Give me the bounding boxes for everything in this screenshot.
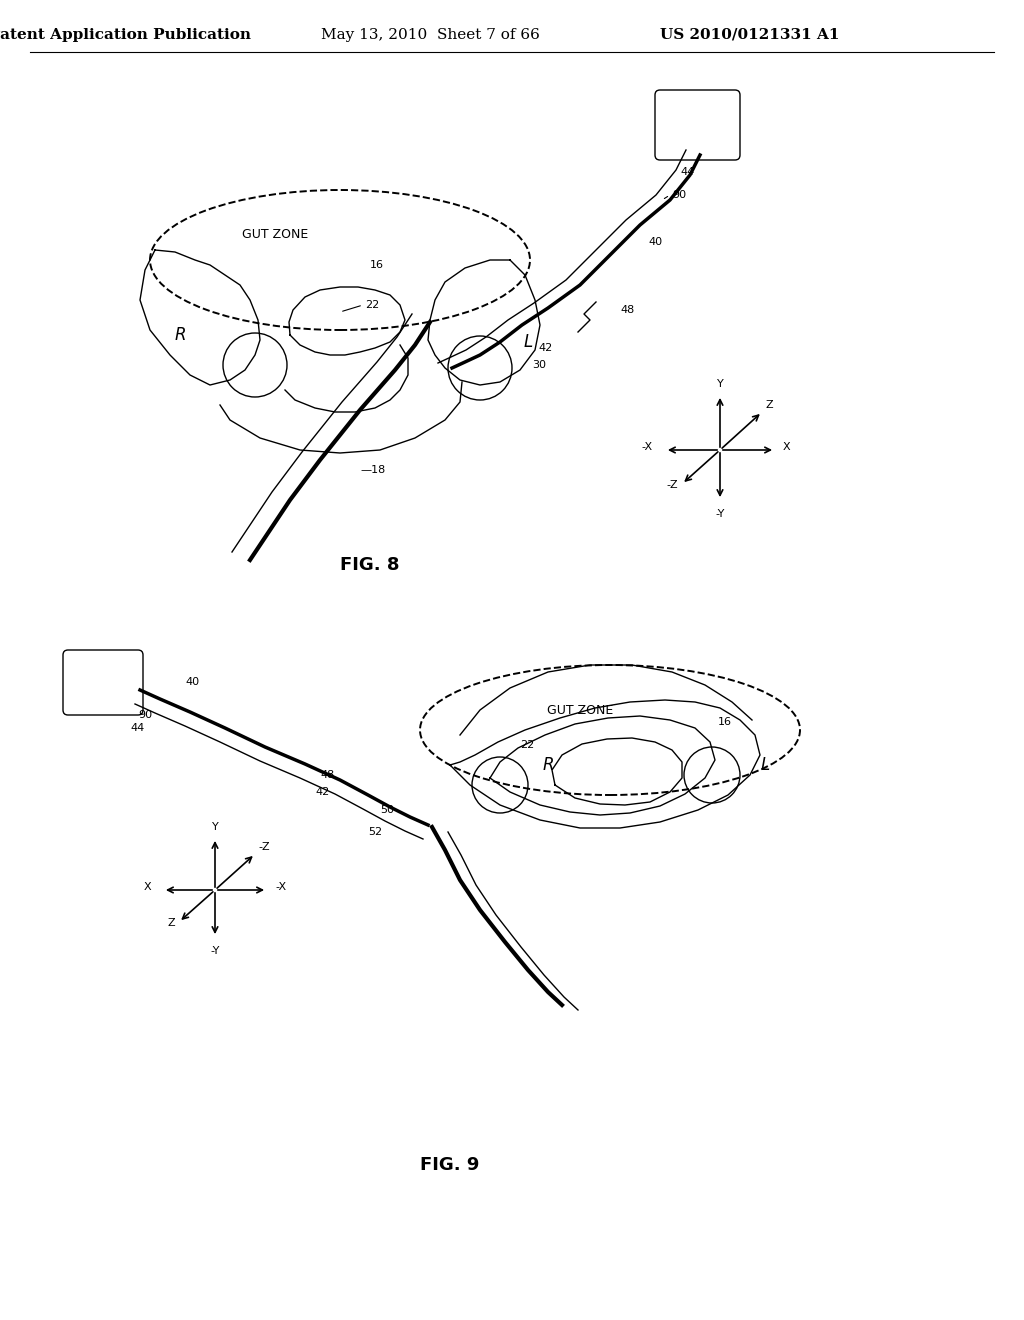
Text: GUT ZONE: GUT ZONE — [547, 704, 613, 717]
Text: 48: 48 — [319, 770, 334, 780]
Text: R: R — [174, 326, 185, 345]
Text: 22: 22 — [365, 300, 379, 310]
Text: 16: 16 — [718, 717, 732, 727]
Text: X: X — [783, 442, 791, 451]
Text: US 2010/0121331 A1: US 2010/0121331 A1 — [660, 28, 840, 42]
Text: 44: 44 — [680, 168, 694, 177]
Text: -X: -X — [642, 442, 653, 451]
Text: 42: 42 — [315, 787, 330, 797]
Text: -Y: -Y — [716, 510, 725, 519]
Text: -Y: -Y — [210, 946, 220, 956]
Text: May 13, 2010  Sheet 7 of 66: May 13, 2010 Sheet 7 of 66 — [321, 28, 540, 42]
Text: Patent Application Publication: Patent Application Publication — [0, 28, 251, 42]
Text: 40: 40 — [185, 677, 199, 686]
Text: 50: 50 — [380, 805, 394, 814]
Text: Z: Z — [167, 917, 175, 928]
Text: 40: 40 — [648, 238, 663, 247]
Text: Y: Y — [717, 379, 723, 389]
Text: Y: Y — [212, 822, 218, 832]
Text: FIG. 9: FIG. 9 — [420, 1156, 479, 1173]
Text: L: L — [523, 333, 532, 351]
Text: R: R — [543, 756, 554, 774]
Text: 30: 30 — [532, 360, 546, 370]
Text: FIG. 8: FIG. 8 — [340, 556, 399, 574]
Text: 42: 42 — [538, 343, 552, 352]
Text: GUT ZONE: GUT ZONE — [242, 228, 308, 242]
Text: 44: 44 — [130, 723, 144, 733]
Text: -Z: -Z — [667, 480, 678, 490]
Text: 90: 90 — [138, 710, 153, 719]
Text: 90: 90 — [672, 190, 686, 201]
Text: 16: 16 — [370, 260, 384, 271]
Text: 52: 52 — [368, 828, 382, 837]
Text: 48: 48 — [620, 305, 634, 315]
Text: 22: 22 — [520, 741, 535, 750]
Text: Z: Z — [765, 400, 773, 411]
Text: —18: —18 — [360, 465, 385, 475]
Text: -Z: -Z — [258, 842, 269, 851]
Text: -X: -X — [275, 882, 286, 892]
Text: L: L — [761, 756, 770, 774]
Text: X: X — [143, 882, 151, 892]
